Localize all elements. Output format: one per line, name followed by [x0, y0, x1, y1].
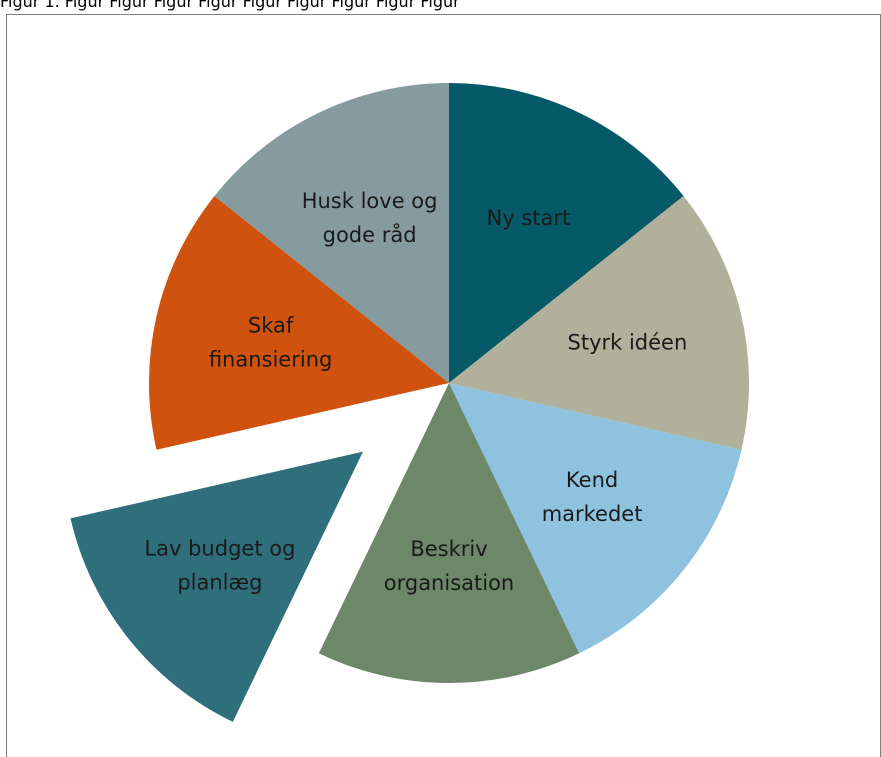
pie-label-lav-budget-og-planlaeg: Lav budget og planlæg: [144, 537, 295, 595]
figure-caption: Figur 1. Figur Figur Figur Figur Figur F…: [0, 0, 460, 11]
pie-slice-ny-start: [449, 83, 684, 383]
chart-frame-top: [6, 14, 881, 15]
pie-slice-styrk-ideen: [449, 195, 750, 450]
pie-slice-kend-markedet: [449, 383, 742, 654]
pie-label-beskriv-organisation: Beskriv organisation: [384, 537, 515, 595]
pie-labels: Ny start Styrk idéen Kend markedet Beskriv or…: [144, 189, 687, 595]
pie-slice-husk-love-og-gode-rad: [214, 82, 449, 383]
pie-slice-skaf-finansiering: [148, 195, 450, 450]
pie-label-kend-markedet: Kend markedet: [542, 468, 643, 526]
pie-slice-beskriv-organisation: [318, 383, 580, 684]
pie-label-husk-love-og-gode-rad: Husk love og gode råd: [302, 189, 438, 247]
pie-slice-lav-budget-og-planlaeg: [70, 451, 363, 722]
chart-frame-left: [6, 14, 7, 757]
pie-label-skaf-finansiering: Skaf finansiering: [209, 313, 333, 371]
pie-label-styrk-ideen: Styrk idéen: [568, 330, 688, 354]
pie-slices: [70, 82, 750, 722]
pie-label-ny-start: Ny start: [487, 206, 571, 230]
